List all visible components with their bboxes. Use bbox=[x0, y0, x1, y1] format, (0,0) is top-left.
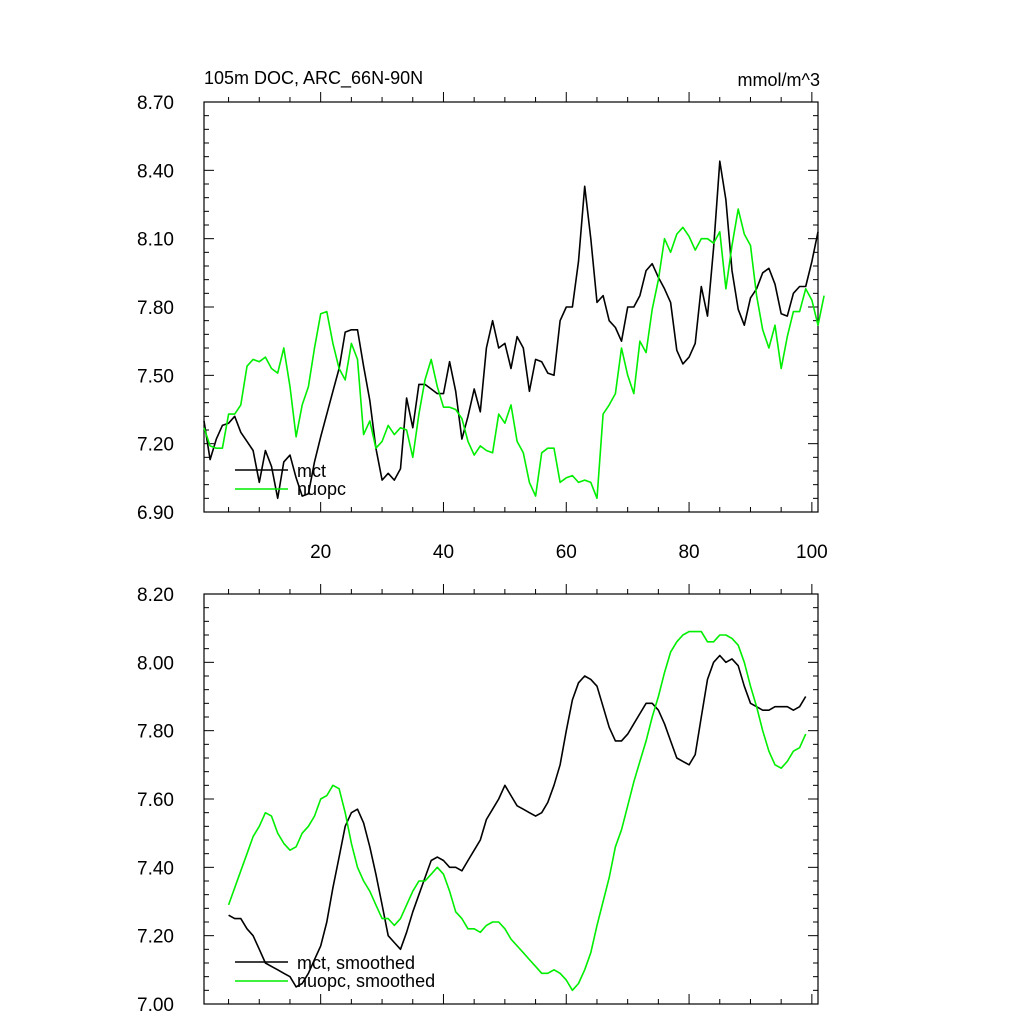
bottom-panel-series bbox=[227, 630, 807, 992]
top-panel-y-tick-labels: 6.90 7.20 7.50 7.80 8.10 8.40 8.70 bbox=[137, 93, 174, 524]
bottom-panel-y-tick-labels: 7.00 7.20 7.40 7.60 7.80 8.00 8.20 bbox=[137, 585, 174, 1016]
bottom-panel-ticks bbox=[204, 584, 818, 1005]
y-tick-label: 8.40 bbox=[137, 161, 174, 182]
y-tick-label: 7.00 bbox=[137, 995, 174, 1016]
y-tick-label: 7.50 bbox=[137, 366, 174, 387]
y-tick-label: 8.10 bbox=[137, 230, 174, 251]
legend-label-nuopc: nuopc bbox=[297, 479, 346, 499]
top-panel-ticks bbox=[204, 92, 818, 513]
x-tick-label: 20 bbox=[310, 542, 331, 563]
y-tick-label: 7.80 bbox=[137, 298, 174, 319]
top-panel: 105m DOC, ARC_66N-90N mmol/m^3 6.90 7.20 7… bbox=[137, 68, 828, 563]
top-panel-x-tick-labels: 20 40 60 80 100 bbox=[310, 542, 828, 563]
x-tick-label: 80 bbox=[678, 542, 699, 563]
x-tick-label: 40 bbox=[433, 542, 454, 563]
legend-label-mct: mct bbox=[297, 461, 326, 481]
y-tick-label: 7.20 bbox=[137, 927, 174, 948]
bottom-panel: 7.00 7.20 7.40 7.60 7.80 8.00 8.20 mct, smooth… bbox=[137, 584, 819, 1016]
x-tick-label: 100 bbox=[796, 542, 828, 563]
bottom-panel-legend: mct, smoothed nuopc, smoothed bbox=[235, 953, 435, 991]
y-tick-label: 7.60 bbox=[137, 790, 174, 811]
legend-label-mct-smoothed: mct, smoothed bbox=[297, 953, 415, 973]
top-panel-legend: mct nuopc bbox=[235, 461, 346, 499]
series-line-nuopc bbox=[203, 208, 825, 500]
y-tick-label: 8.70 bbox=[137, 93, 174, 114]
series-line-mct bbox=[203, 160, 819, 500]
y-tick-label: 6.90 bbox=[137, 503, 174, 524]
y-tick-label: 7.20 bbox=[137, 435, 174, 456]
top-panel-title: 105m DOC, ARC_66N-90N bbox=[204, 68, 423, 89]
top-panel-units: mmol/m^3 bbox=[738, 70, 820, 90]
y-tick-label: 7.40 bbox=[137, 858, 174, 879]
x-tick-label: 60 bbox=[556, 542, 577, 563]
series-line-nuopc-smoothed bbox=[227, 630, 807, 992]
series-line-mct-smoothed bbox=[228, 654, 807, 988]
legend-label-nuopc-smoothed: nuopc, smoothed bbox=[297, 971, 435, 991]
y-tick-label: 8.20 bbox=[137, 585, 174, 606]
y-tick-label: 8.00 bbox=[137, 653, 174, 674]
y-tick-label: 7.80 bbox=[137, 722, 174, 743]
top-panel-series bbox=[203, 160, 825, 500]
